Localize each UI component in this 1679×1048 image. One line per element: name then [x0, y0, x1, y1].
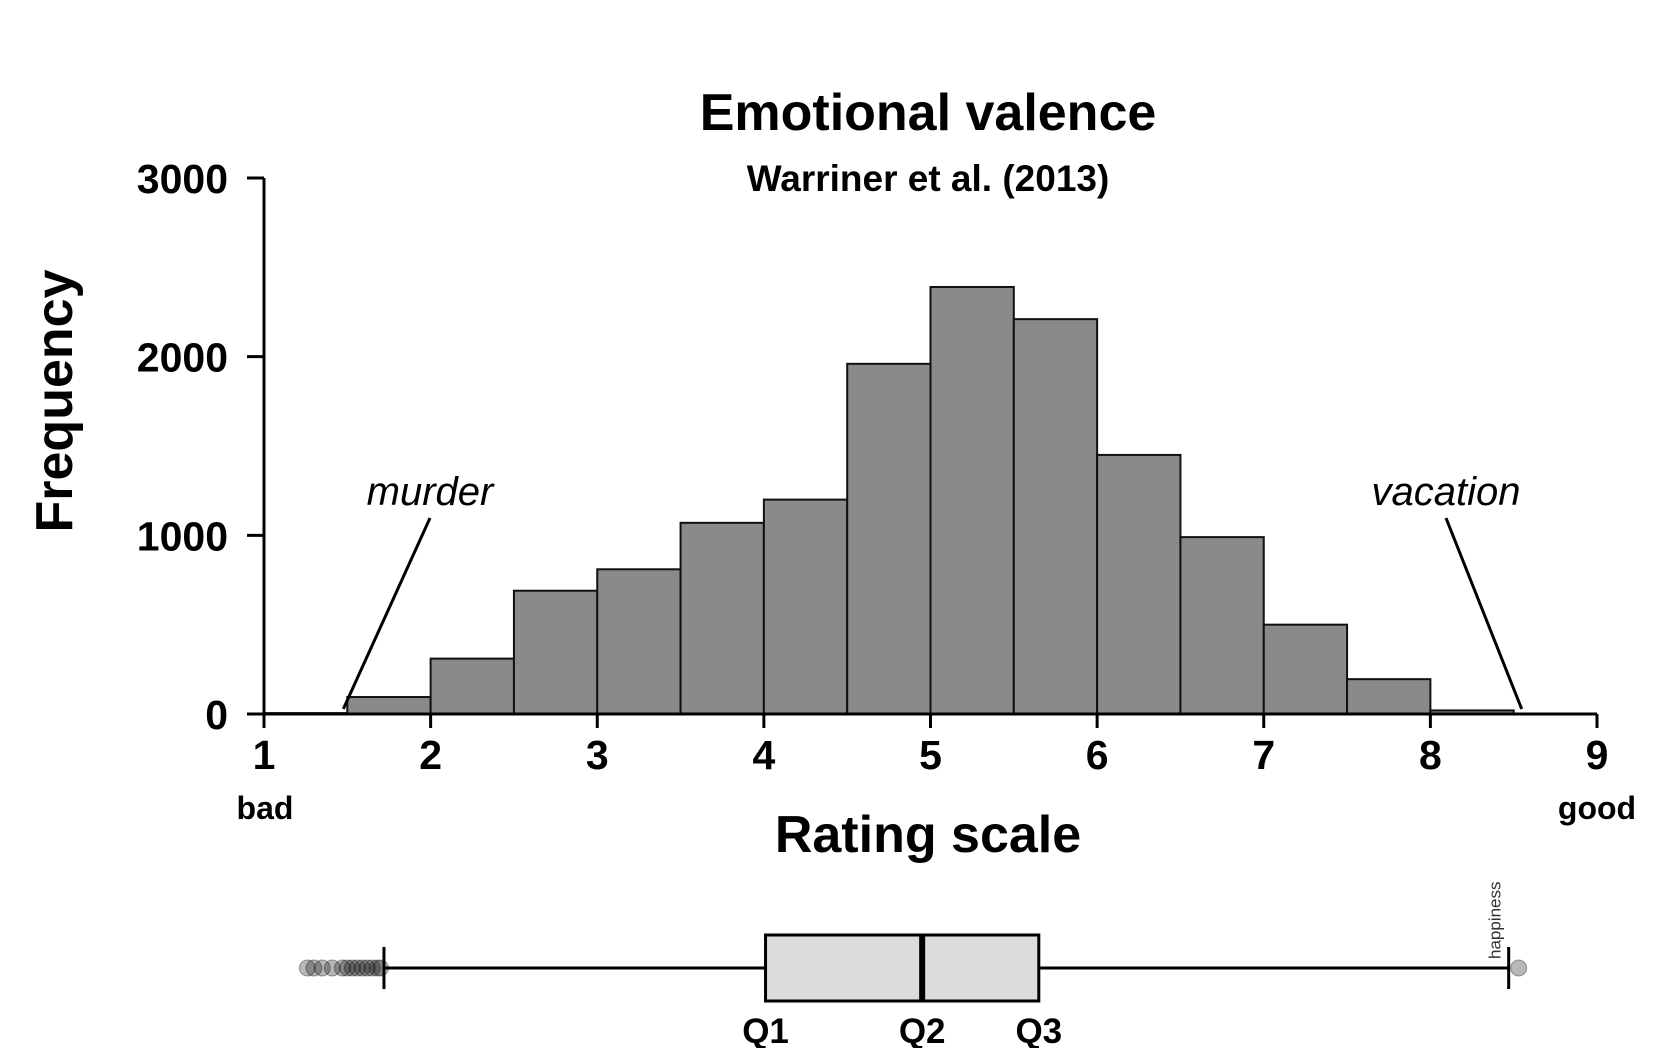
boxplot-outlier-low-9	[358, 959, 376, 977]
x-tick-label-8: 9	[1586, 732, 1609, 778]
x-tick-label-7: 8	[1419, 732, 1442, 778]
histogram-bar-11	[1179, 536, 1265, 715]
histogram-bar-12	[1262, 623, 1349, 716]
x-axis-high-end-label: good	[1558, 790, 1636, 826]
chart-title: Emotional valence	[700, 84, 1157, 142]
histogram-bars	[263, 285, 1515, 716]
boxplot-outlier-low-2	[313, 959, 331, 977]
boxplot-q3-label: Q3	[1015, 1012, 1062, 1048]
boxplot-outlier-low-6	[343, 959, 361, 977]
histogram-bar-4	[596, 568, 682, 716]
y-axis-title: Frequency	[26, 269, 84, 532]
y-tick-label-2: 2000	[137, 335, 228, 381]
boxplot-outlier-low-12	[372, 959, 390, 977]
histogram-bar-5	[679, 521, 765, 715]
boxplot-outlier-low-4	[333, 959, 351, 977]
boxplot-outlier-low-7	[348, 959, 366, 977]
histogram-bar-9	[1012, 318, 1099, 715]
boxplot-outlier-low-10	[363, 959, 381, 977]
boxplot-outlier-low-0	[298, 959, 316, 977]
histogram-bar-13	[1346, 678, 1432, 715]
y-tick-label-3: 3000	[137, 156, 228, 202]
boxplot-outlier-high-0	[1510, 959, 1528, 977]
annotation-leader-murder	[341, 517, 432, 710]
annotation-vacation: vacation	[1372, 470, 1521, 514]
annotations: murder vacation	[341, 470, 1524, 710]
x-axis-title: Rating scale	[775, 806, 1081, 864]
boxplot-outlier-low-8	[353, 959, 371, 977]
boxplot-q1-label: Q1	[742, 1012, 789, 1048]
histogram-bar-6	[762, 498, 849, 715]
histogram-bar-2	[429, 657, 515, 716]
boxplot-q2-label: Q2	[899, 1012, 946, 1048]
y-tick-label-0: 0	[205, 692, 228, 738]
axes: 1 2 3 4 5 6 7 8 9 0 1000 2000 3000	[137, 156, 1609, 778]
boxplot-outlier-low-1	[305, 959, 323, 977]
x-tick-label-4: 5	[919, 732, 942, 778]
x-tick-label-5: 6	[1086, 732, 1109, 778]
boxplot-box	[764, 933, 1041, 1003]
boxplot-outlier-low-11	[368, 959, 386, 977]
x-tick-label-1: 2	[419, 732, 442, 778]
annotation-murder: murder	[367, 470, 495, 514]
annotation-leader-vacation	[1444, 517, 1524, 710]
boxplot-outlier-low-5	[338, 959, 356, 977]
x-tick-label-2: 3	[586, 732, 609, 778]
x-tick-label-6: 7	[1252, 732, 1275, 778]
chart-subtitle: Warriner et al. (2013)	[747, 158, 1110, 199]
x-tick-label-3: 4	[752, 732, 775, 778]
boxplot-outlier-label: happiness	[1486, 881, 1505, 959]
boxplot-outlier-low-3	[323, 959, 341, 977]
boxplot: Q1 Q2 Q3 happiness	[298, 881, 1528, 1048]
histogram-bar-7	[846, 362, 932, 715]
histogram-bar-3	[512, 589, 599, 715]
y-tick-label-1: 1000	[137, 513, 228, 559]
histogram-bar-1	[346, 696, 432, 716]
histogram-bar-10	[1096, 453, 1182, 715]
x-tick-label-0: 1	[253, 732, 276, 778]
histogram-bar-8	[929, 285, 1015, 715]
x-axis-low-end-label: bad	[237, 790, 294, 826]
